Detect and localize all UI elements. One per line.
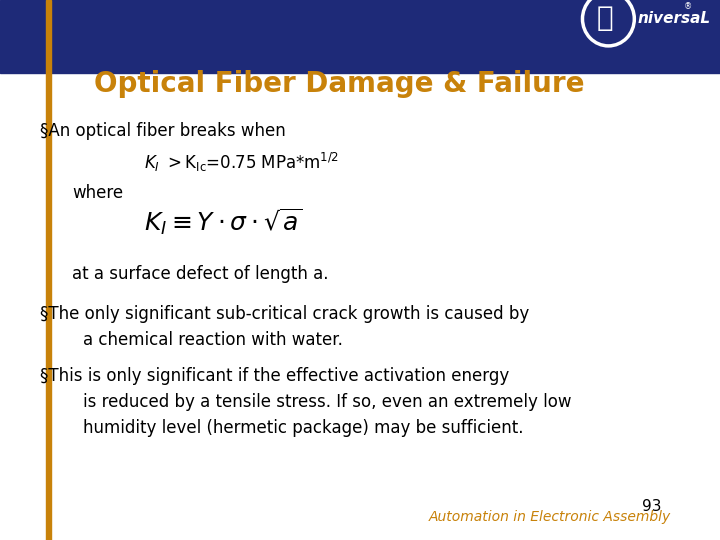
Text: humidity level (hermetic package) may be sufficient.: humidity level (hermetic package) may be… (83, 419, 523, 437)
Text: $K_I$ $\mathregular{>K_{Ic}}$=0.75 MPa*m$^{1/2}$: $K_I$ $\mathregular{>K_{Ic}}$=0.75 MPa*m… (144, 151, 339, 174)
Text: Optical Fiber Damage & Failure: Optical Fiber Damage & Failure (94, 70, 584, 98)
Text: 93: 93 (642, 499, 662, 514)
Text: §An optical fiber breaks when: §An optical fiber breaks when (40, 122, 285, 139)
Text: §The only significant sub-critical crack growth is caused by: §The only significant sub-critical crack… (40, 305, 529, 323)
Text: Ⓤ: Ⓤ (596, 4, 613, 32)
Text: Automation in Electronic Assembly: Automation in Electronic Assembly (428, 510, 670, 524)
Text: §This is only significant if the effective activation energy: §This is only significant if the effecti… (40, 367, 509, 385)
Text: where: where (72, 184, 123, 201)
Text: at a surface defect of length a.: at a surface defect of length a. (72, 265, 328, 282)
Text: $K_I \equiv Y \cdot \sigma \cdot \sqrt{a}$: $K_I \equiv Y \cdot \sigma \cdot \sqrt{a… (144, 206, 303, 237)
Bar (46, 0, 52, 540)
Text: niversaL: niversaL (637, 11, 711, 26)
Text: ®: ® (684, 3, 692, 11)
Bar (0, 0, 720, 73)
Text: a chemical reaction with water.: a chemical reaction with water. (83, 331, 343, 349)
Text: is reduced by a tensile stress. If so, even an extremely low: is reduced by a tensile stress. If so, e… (83, 393, 571, 411)
